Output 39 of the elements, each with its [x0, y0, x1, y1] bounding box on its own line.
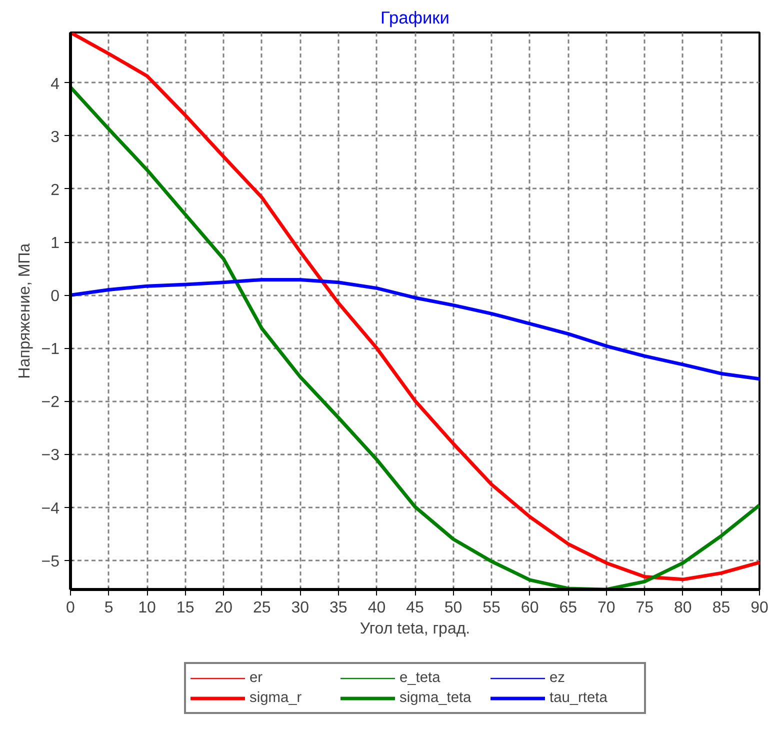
x-tick-label: 60	[520, 600, 539, 616]
x-tick-label: 25	[252, 600, 271, 616]
legend-label: sigma_r	[250, 690, 303, 706]
x-tick-label: 75	[636, 600, 654, 616]
x-tick-label: 85	[712, 600, 730, 616]
legend-label: tau_rteta	[550, 690, 608, 706]
x-tick-label: 50	[444, 600, 462, 616]
y-tick-label: −1	[41, 341, 60, 358]
legend-label: ez	[550, 670, 566, 686]
x-tick-label: 45	[406, 600, 424, 616]
y-tick-label: −4	[41, 500, 60, 518]
x-tick-label: 35	[330, 600, 348, 616]
y-tick-label: −2	[41, 394, 60, 412]
y-tick-label: 3	[50, 128, 60, 146]
y-tick-label: 0	[50, 288, 60, 306]
chart-title: Графики	[380, 8, 450, 28]
y-tick-label: 2	[50, 182, 60, 199]
legend-label: e_teta	[400, 670, 442, 686]
x-tick-label: 0	[66, 600, 76, 616]
x-tick-label: 30	[291, 600, 310, 616]
x-tick-label: 40	[368, 600, 386, 616]
x-tick-label: 80	[674, 600, 692, 616]
y-tick-label: −3	[41, 447, 60, 464]
x-tick-label: 5	[104, 600, 114, 616]
x-tick-label: 90	[750, 600, 768, 616]
y-tick-label: −5	[41, 553, 60, 570]
x-tick-label: 65	[559, 600, 578, 616]
y-tick-label: 1	[50, 235, 60, 252]
x-tick-label: 70	[597, 600, 616, 616]
x-tick-label: 10	[138, 600, 156, 616]
y-axis-title: Напряжение, МПа	[16, 243, 34, 379]
x-axis-title: Угол teta, град.	[360, 620, 470, 638]
line-series	[70, 278, 760, 381]
x-tick-label: 55	[482, 600, 501, 616]
legend-label: er	[250, 670, 264, 686]
x-tick-label: 20	[214, 600, 233, 616]
x-tick-label: 15	[176, 600, 194, 616]
y-tick-label: 4	[50, 76, 60, 93]
legend-label: sigma_teta	[400, 690, 472, 706]
